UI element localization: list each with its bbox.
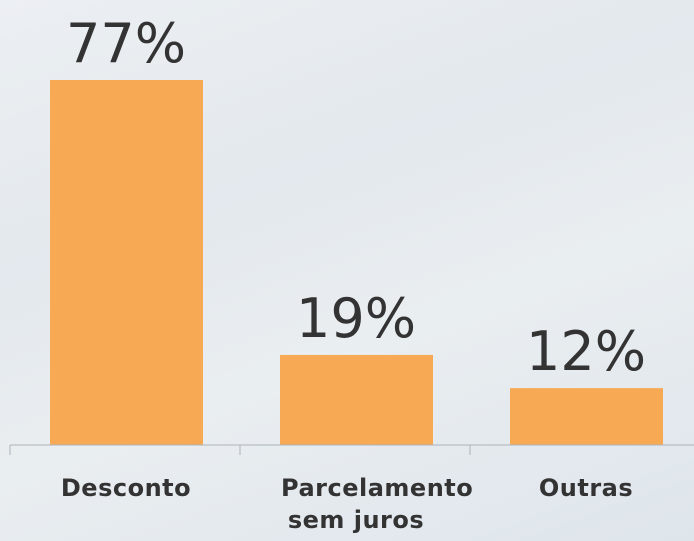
plot bbox=[0, 0, 694, 541]
x-tick-label: Outras bbox=[471, 472, 694, 504]
value-label: 77% bbox=[11, 14, 241, 74]
bar bbox=[510, 388, 663, 445]
bar bbox=[50, 80, 203, 445]
chart: 77% Desconto 19% Parcelamento sem juros 12% O… bbox=[0, 0, 694, 541]
value-label: 12% bbox=[471, 322, 694, 382]
x-tick-label: Desconto bbox=[11, 472, 241, 504]
bar bbox=[280, 355, 433, 445]
x-tick-label: Parcelamento sem juros bbox=[241, 472, 471, 536]
value-label: 19% bbox=[241, 289, 471, 349]
